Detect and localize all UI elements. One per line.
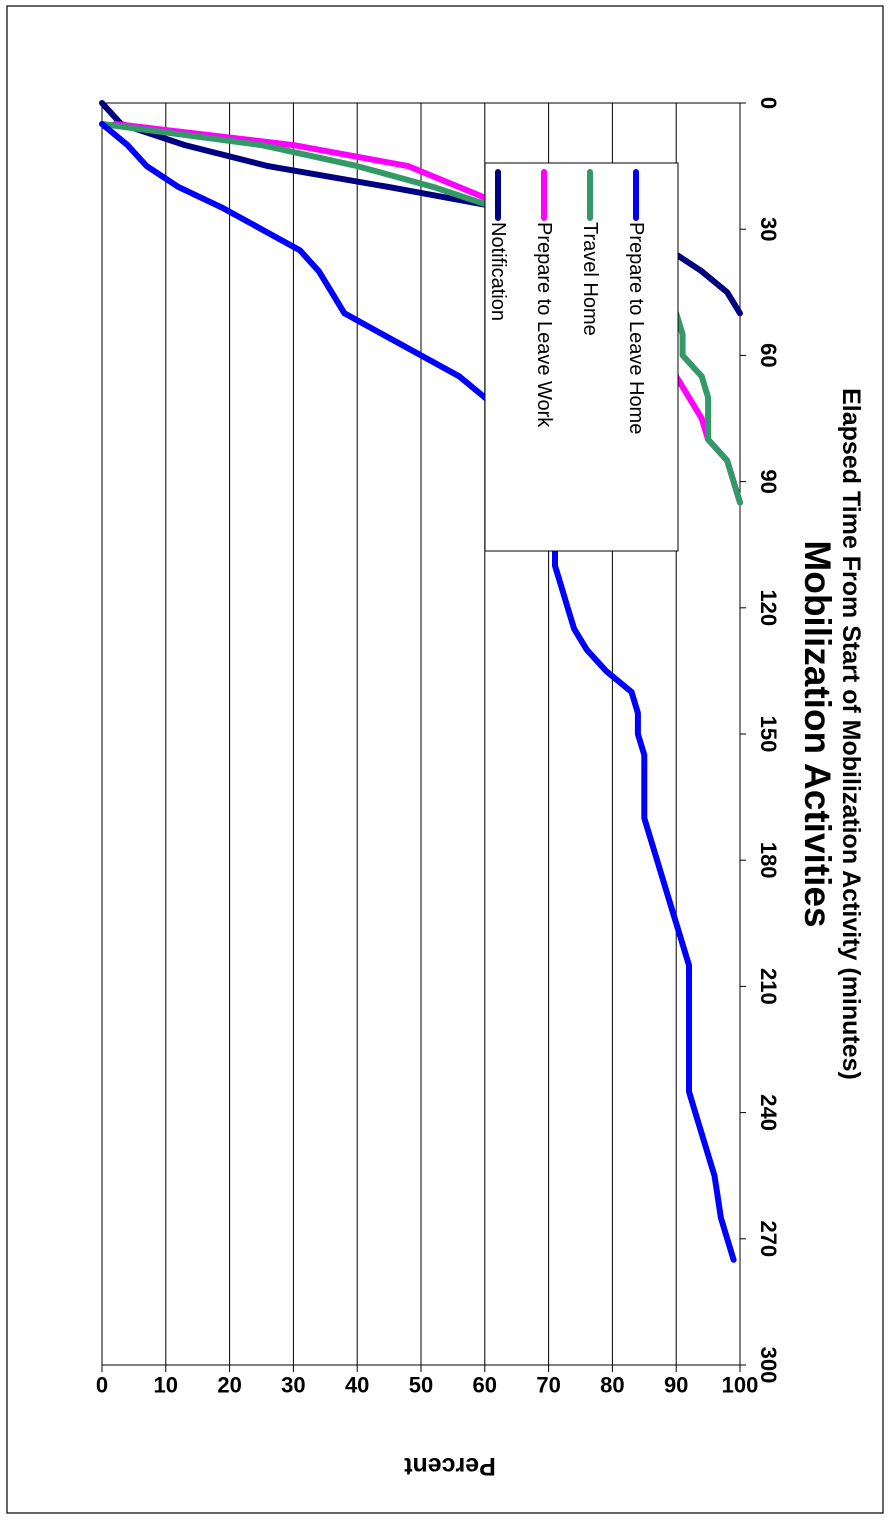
x-tick-label: 240 <box>756 1094 781 1131</box>
x-tick-label: 300 <box>756 1347 781 1384</box>
legend-label: Travel Home <box>579 222 601 336</box>
x-tick-label: 90 <box>756 469 781 493</box>
y-tick-label: 40 <box>345 1373 369 1398</box>
y-tick-label: 30 <box>281 1373 305 1398</box>
x-tick-label: 180 <box>756 842 781 879</box>
legend: Notification Prepare to Leave Work Travel … <box>484 162 679 552</box>
x-tick-label: 0 <box>756 97 781 109</box>
axes <box>101 102 746 1372</box>
y-tick-label: 70 <box>536 1373 560 1398</box>
legend-box <box>484 162 679 552</box>
y-tick-label: 60 <box>473 1373 497 1398</box>
x-tick-label: 210 <box>756 968 781 1005</box>
y-tick-label: 80 <box>600 1373 624 1398</box>
y-axis-label: Percent <box>403 1452 495 1480</box>
x-tick-label: 270 <box>756 1220 781 1257</box>
x-axis-label: Elapsed Time From Start of Mobilization … <box>837 388 865 1080</box>
legend-items: Notification Prepare to Leave Work Travel … <box>487 169 647 434</box>
chart-title: Mobilization Activities <box>797 540 838 927</box>
legend-label: Prepare to Leave Home <box>625 222 647 434</box>
x-tick-label: 60 <box>756 343 781 367</box>
x-tick-labels: 0 30 60 90 120 150 180 210 240 270 300 <box>756 97 781 1383</box>
x-tick-label: 150 <box>756 716 781 753</box>
x-tick-label: 120 <box>756 589 781 626</box>
legend-label: Prepare to Leave Work <box>533 222 555 428</box>
y-tick-label: 50 <box>409 1373 433 1398</box>
y-tick-label: 100 <box>722 1373 759 1398</box>
y-tick-labels: 0 10 20 30 40 50 60 70 80 90 100 <box>96 1373 758 1398</box>
y-tick-label: 10 <box>154 1373 178 1398</box>
x-tick-label: 30 <box>756 217 781 241</box>
rotated-chart-group: 0 30 60 90 120 150 180 210 240 270 300 0 10 20 30 40 50… <box>96 97 865 1398</box>
y-tick-label: 20 <box>217 1373 241 1398</box>
series-line <box>99 121 737 1263</box>
y-tick-label: 90 <box>664 1373 688 1398</box>
y-tick-label: 0 <box>96 1373 108 1398</box>
legend-label: Notification <box>487 222 509 321</box>
